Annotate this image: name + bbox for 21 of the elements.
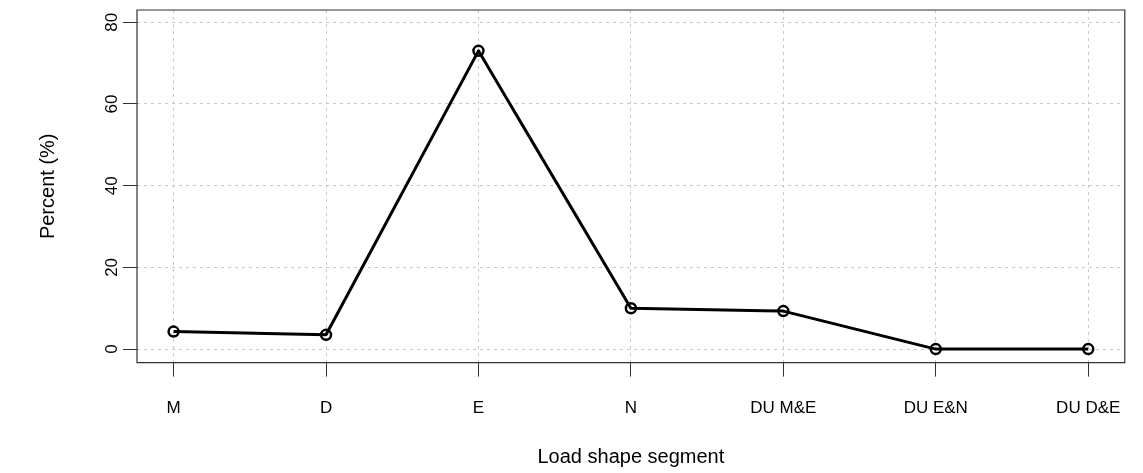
y-tick-label: 60	[102, 94, 122, 114]
x-tick-label: DU M&E	[750, 398, 817, 418]
point	[167, 325, 180, 338]
y-tick-label: 20	[102, 257, 122, 277]
x-tick-label: DU D&E	[1056, 398, 1121, 418]
x-tick-label: DU E&N	[903, 398, 968, 418]
x-tick-label: D	[319, 398, 333, 418]
point	[319, 328, 333, 342]
x-axis-title: Load shape segment	[537, 444, 725, 467]
point	[624, 302, 638, 315]
point	[1081, 342, 1095, 356]
x-tick-label: E	[472, 398, 485, 418]
x-tick-label: M	[166, 398, 181, 418]
point	[777, 304, 790, 318]
point	[472, 44, 485, 58]
y-tick-label: 80	[102, 12, 122, 32]
y-tick-label: 0	[102, 344, 122, 354]
point	[929, 342, 943, 356]
x-tick-label: N	[624, 398, 638, 418]
y-axis-title: Percent (%)	[35, 133, 58, 240]
y-tick-label: 40	[102, 176, 122, 196]
